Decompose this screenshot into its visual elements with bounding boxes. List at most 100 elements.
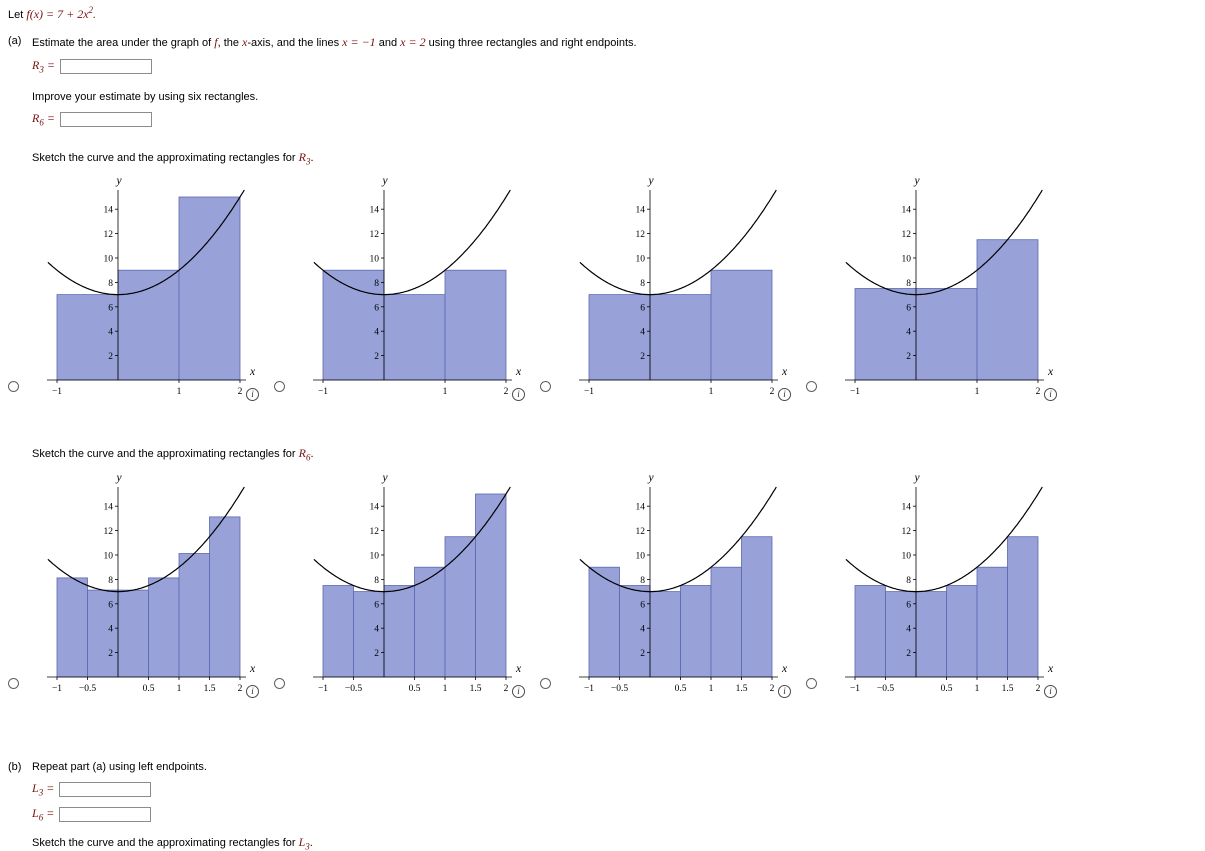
y-tick-label: 12 bbox=[636, 527, 646, 537]
graph-option-R3-3: 2 4 6 8 10 12 14 −1 1 2 y x i bbox=[540, 174, 792, 420]
text-segment: -axis, and the lines bbox=[247, 37, 343, 49]
l3-answer-row: L3 = bbox=[32, 781, 1205, 798]
y-axis-label: y bbox=[913, 472, 920, 484]
riemann-rectangle bbox=[322, 584, 354, 678]
graph-option-radio[interactable] bbox=[8, 381, 19, 393]
curve bbox=[845, 486, 1043, 592]
graph-option-radio[interactable] bbox=[540, 381, 551, 393]
text-segment: . bbox=[310, 448, 314, 461]
y-tick-label: 8 bbox=[108, 279, 113, 289]
math-x-eq-2: x = 2 bbox=[400, 35, 426, 49]
riemann-rectangle bbox=[741, 536, 773, 678]
subscript: 3 bbox=[38, 787, 44, 798]
x-tick-label: 1 bbox=[177, 684, 182, 694]
x-tick-label: 2 bbox=[770, 387, 775, 397]
graph-option-radio[interactable] bbox=[806, 677, 817, 689]
y-tick-label: 14 bbox=[636, 206, 646, 216]
x-tick-label: 2 bbox=[238, 387, 243, 397]
y-tick-label: 4 bbox=[906, 624, 911, 634]
y-tick-label: 2 bbox=[640, 649, 645, 659]
x-tick-label: 1 bbox=[975, 684, 980, 694]
symbol: R bbox=[32, 58, 40, 73]
text-segment: . bbox=[310, 152, 314, 164]
graph-option-radio[interactable] bbox=[540, 677, 551, 689]
riemann-rectangle bbox=[353, 590, 385, 678]
info-icon[interactable]: i bbox=[512, 388, 525, 402]
l3-input[interactable] bbox=[59, 781, 152, 797]
y-tick-label: 2 bbox=[108, 352, 113, 362]
x-tick-label: −1 bbox=[584, 684, 594, 694]
x-tick-label: 1 bbox=[975, 387, 980, 397]
y-tick-label: 6 bbox=[108, 600, 113, 610]
riemann-rectangle bbox=[209, 516, 241, 678]
y-axis-label: y bbox=[913, 175, 920, 187]
x-tick-label: 1 bbox=[443, 684, 448, 694]
riemann-rectangle bbox=[680, 584, 712, 678]
riemann-rectangle bbox=[649, 590, 681, 678]
info-icon[interactable]: i bbox=[778, 388, 791, 402]
text-segment: Estimate the area under the graph of bbox=[32, 37, 215, 49]
x-axis-label: x bbox=[781, 366, 788, 378]
riemann-plot: 2 4 6 8 10 12 14 −1 −0.5 0.5 1 1.5 2 y x bbox=[579, 472, 788, 694]
x-tick-label: 2 bbox=[1036, 684, 1041, 694]
x-tick-label: 0.5 bbox=[143, 684, 155, 694]
x-tick-label: −1 bbox=[850, 387, 860, 397]
graph-option-radio[interactable] bbox=[806, 381, 817, 393]
superscript: 2 bbox=[88, 5, 94, 15]
equals: = bbox=[43, 58, 55, 73]
info-icon[interactable]: i bbox=[512, 684, 525, 698]
x-tick-label: 1 bbox=[177, 387, 182, 397]
riemann-rectangle bbox=[383, 584, 415, 678]
graph-option-radio[interactable] bbox=[274, 381, 285, 393]
graph-option-R3-1: 2 4 6 8 10 12 14 −1 1 2 y x i bbox=[8, 174, 260, 420]
info-icon[interactable]: i bbox=[246, 388, 259, 402]
y-tick-label: 8 bbox=[906, 576, 911, 586]
l6-input[interactable] bbox=[59, 806, 152, 822]
l6-label: L6 = bbox=[32, 806, 54, 822]
info-icon[interactable]: i bbox=[1044, 388, 1057, 402]
text-segment: . bbox=[309, 836, 313, 849]
function-definition: f(x) = 7 + 2x2. bbox=[26, 5, 96, 21]
riemann-rectangle bbox=[854, 288, 917, 381]
intro-lead: Let bbox=[8, 9, 27, 21]
x-tick-label: 0.5 bbox=[941, 684, 953, 694]
y-axis-label: y bbox=[115, 175, 122, 187]
riemann-rectangle bbox=[976, 566, 1008, 678]
riemann-rectangle bbox=[178, 196, 241, 381]
x-tick-label: 2 bbox=[1036, 387, 1041, 397]
r6-input[interactable] bbox=[59, 112, 152, 127]
y-tick-label: 10 bbox=[370, 551, 380, 561]
part-b-label: (b) bbox=[8, 760, 22, 773]
y-tick-label: 2 bbox=[374, 649, 379, 659]
x-tick-label: 1 bbox=[443, 387, 448, 397]
x-tick-label: −0.5 bbox=[877, 684, 894, 694]
y-tick-label: 12 bbox=[104, 527, 114, 537]
curve bbox=[313, 190, 511, 296]
x-tick-label: 2 bbox=[504, 684, 509, 694]
y-axis-label: y bbox=[381, 472, 388, 484]
x-axis-label: x bbox=[515, 366, 522, 378]
sketch-instruction-l3: Sketch the curve and the approximating r… bbox=[32, 835, 1205, 851]
info-icon[interactable]: i bbox=[1044, 684, 1057, 698]
graph-option-R6-4: 2 4 6 8 10 12 14 −1 −0.5 0.5 1 1.5 2 y x i bbox=[806, 471, 1058, 717]
r3-input[interactable] bbox=[59, 59, 152, 74]
symbol: L bbox=[32, 781, 39, 796]
symbol: R bbox=[298, 446, 306, 461]
x-axis-label: x bbox=[515, 663, 522, 675]
text-segment: Sketch the curve and the approximating r… bbox=[32, 448, 299, 461]
riemann-rectangle bbox=[976, 239, 1039, 381]
r6-label: R6 = bbox=[32, 111, 55, 127]
graph-option-radio[interactable] bbox=[8, 677, 19, 689]
y-tick-label: 2 bbox=[374, 352, 379, 362]
riemann-rectangle bbox=[444, 270, 507, 381]
info-icon[interactable]: i bbox=[778, 684, 791, 698]
part-a-text: Estimate the area under the graph of f, … bbox=[32, 35, 637, 50]
info-icon[interactable]: i bbox=[246, 684, 259, 698]
riemann-rectangle bbox=[87, 589, 119, 678]
riemann-rectangle bbox=[117, 589, 149, 678]
x-tick-label: 1.5 bbox=[470, 684, 482, 694]
y-tick-label: 10 bbox=[104, 551, 114, 561]
graph-option-radio[interactable] bbox=[274, 677, 285, 689]
